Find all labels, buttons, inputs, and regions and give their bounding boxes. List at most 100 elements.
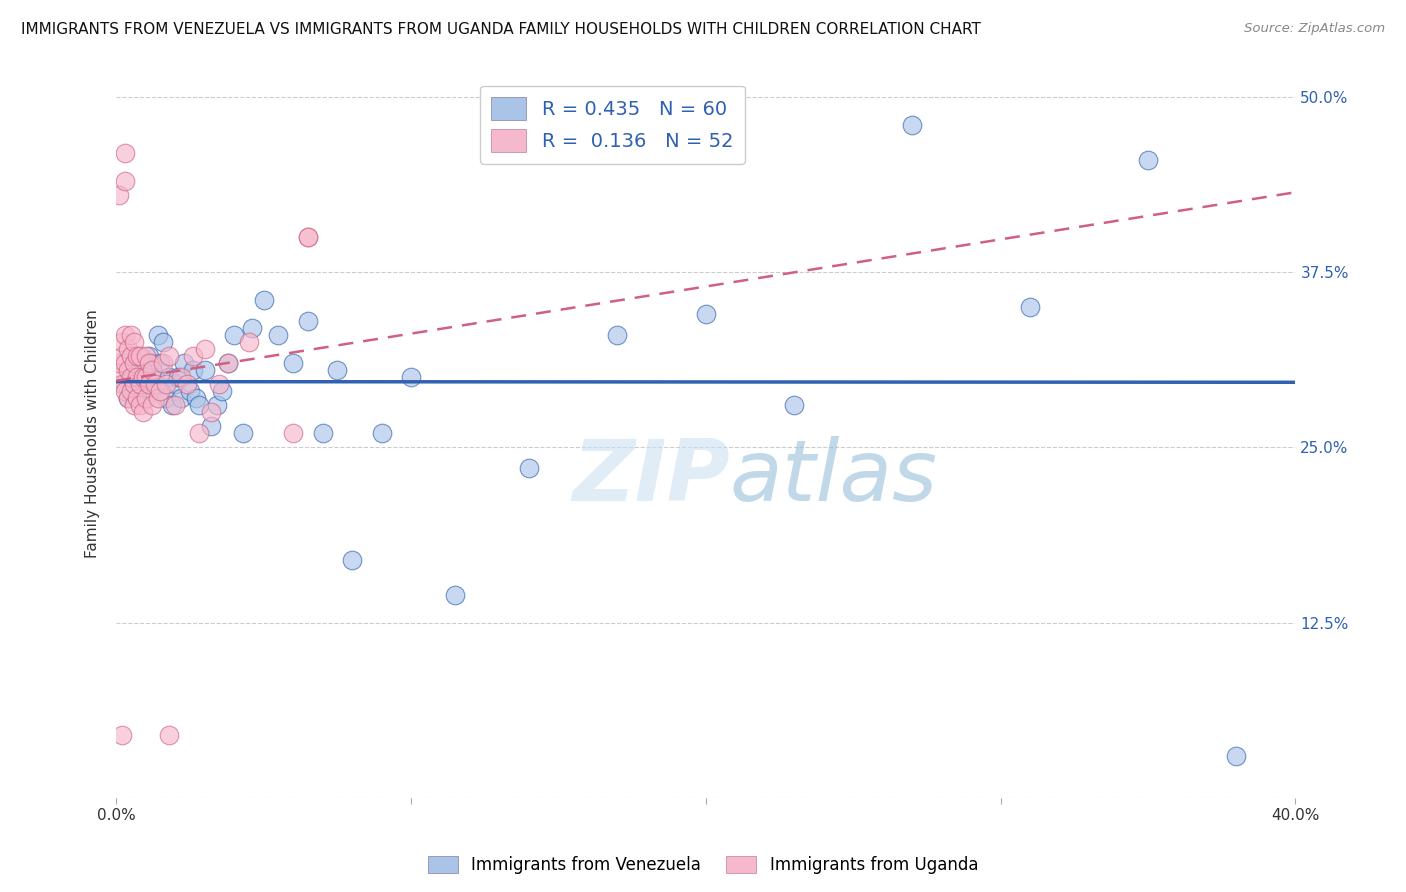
Point <box>114 356 136 370</box>
Point <box>108 356 131 370</box>
Point <box>165 398 187 412</box>
Point <box>340 552 363 566</box>
Point <box>232 426 254 441</box>
Point <box>297 230 319 244</box>
Point <box>205 398 228 412</box>
Point <box>217 356 239 370</box>
Point <box>128 398 150 412</box>
Point <box>141 356 163 370</box>
Point <box>157 370 180 384</box>
Point <box>141 384 163 399</box>
Point <box>176 377 198 392</box>
Point <box>132 363 155 377</box>
Point <box>141 363 163 377</box>
Point <box>170 391 193 405</box>
Point <box>217 356 239 370</box>
Point <box>155 377 177 392</box>
Point <box>135 391 157 405</box>
Point <box>399 370 422 384</box>
Point <box>240 321 263 335</box>
Point <box>108 370 131 384</box>
Point <box>125 391 148 405</box>
Point <box>138 377 160 392</box>
Point <box>162 398 184 412</box>
Point <box>120 363 142 377</box>
Point <box>141 398 163 412</box>
Point <box>208 377 231 392</box>
Point <box>117 391 139 405</box>
Point <box>111 377 134 392</box>
Point <box>117 363 139 377</box>
Point <box>184 391 207 405</box>
Point <box>152 356 174 370</box>
Point <box>901 118 924 132</box>
Point <box>1019 300 1042 314</box>
Point <box>267 328 290 343</box>
Point <box>135 356 157 370</box>
Legend: R = 0.435   N = 60, R =  0.136   N = 52: R = 0.435 N = 60, R = 0.136 N = 52 <box>479 86 745 163</box>
Point <box>120 328 142 343</box>
Point <box>135 349 157 363</box>
Legend: Immigrants from Venezuela, Immigrants from Uganda: Immigrants from Venezuela, Immigrants fr… <box>422 849 984 881</box>
Point <box>122 398 145 412</box>
Point <box>143 370 166 384</box>
Point <box>783 398 806 412</box>
Text: Source: ZipAtlas.com: Source: ZipAtlas.com <box>1244 22 1385 36</box>
Point <box>179 384 201 399</box>
Point <box>117 391 139 405</box>
Point <box>281 426 304 441</box>
Point <box>125 370 148 384</box>
Point <box>152 335 174 350</box>
Point <box>128 377 150 392</box>
Point <box>157 349 180 363</box>
Point <box>114 384 136 399</box>
Point <box>135 370 157 384</box>
Point <box>181 349 204 363</box>
Text: ZIP: ZIP <box>572 435 730 518</box>
Point <box>155 391 177 405</box>
Point <box>132 384 155 399</box>
Point <box>122 356 145 370</box>
Point <box>120 370 142 384</box>
Point <box>125 356 148 370</box>
Point <box>125 370 148 384</box>
Point <box>326 363 349 377</box>
Point <box>138 356 160 370</box>
Point <box>187 398 209 412</box>
Point <box>194 363 217 377</box>
Point <box>1137 153 1160 167</box>
Point <box>297 314 319 328</box>
Point <box>125 349 148 363</box>
Point <box>122 335 145 350</box>
Text: IMMIGRANTS FROM VENEZUELA VS IMMIGRANTS FROM UGANDA FAMILY HOUSEHOLDS WITH CHILD: IMMIGRANTS FROM VENEZUELA VS IMMIGRANTS … <box>21 22 981 37</box>
Point <box>517 461 540 475</box>
Point <box>167 370 190 384</box>
Point <box>125 391 148 405</box>
Point <box>114 377 136 392</box>
Point <box>114 145 136 160</box>
Point <box>114 328 136 343</box>
Point <box>157 728 180 742</box>
Point <box>138 349 160 363</box>
Point <box>143 377 166 392</box>
Point <box>1225 749 1247 764</box>
Point <box>132 370 155 384</box>
Point <box>108 187 131 202</box>
Point <box>224 328 246 343</box>
Point <box>146 391 169 405</box>
Point <box>120 349 142 363</box>
Text: atlas: atlas <box>730 435 938 518</box>
Point <box>181 363 204 377</box>
Point <box>122 384 145 399</box>
Point <box>138 377 160 392</box>
Point <box>370 426 392 441</box>
Point <box>311 426 333 441</box>
Point <box>253 293 276 307</box>
Point <box>695 307 717 321</box>
Point <box>238 335 260 350</box>
Point <box>111 349 134 363</box>
Point <box>132 405 155 419</box>
Point <box>165 377 187 392</box>
Point <box>122 370 145 384</box>
Point <box>170 370 193 384</box>
